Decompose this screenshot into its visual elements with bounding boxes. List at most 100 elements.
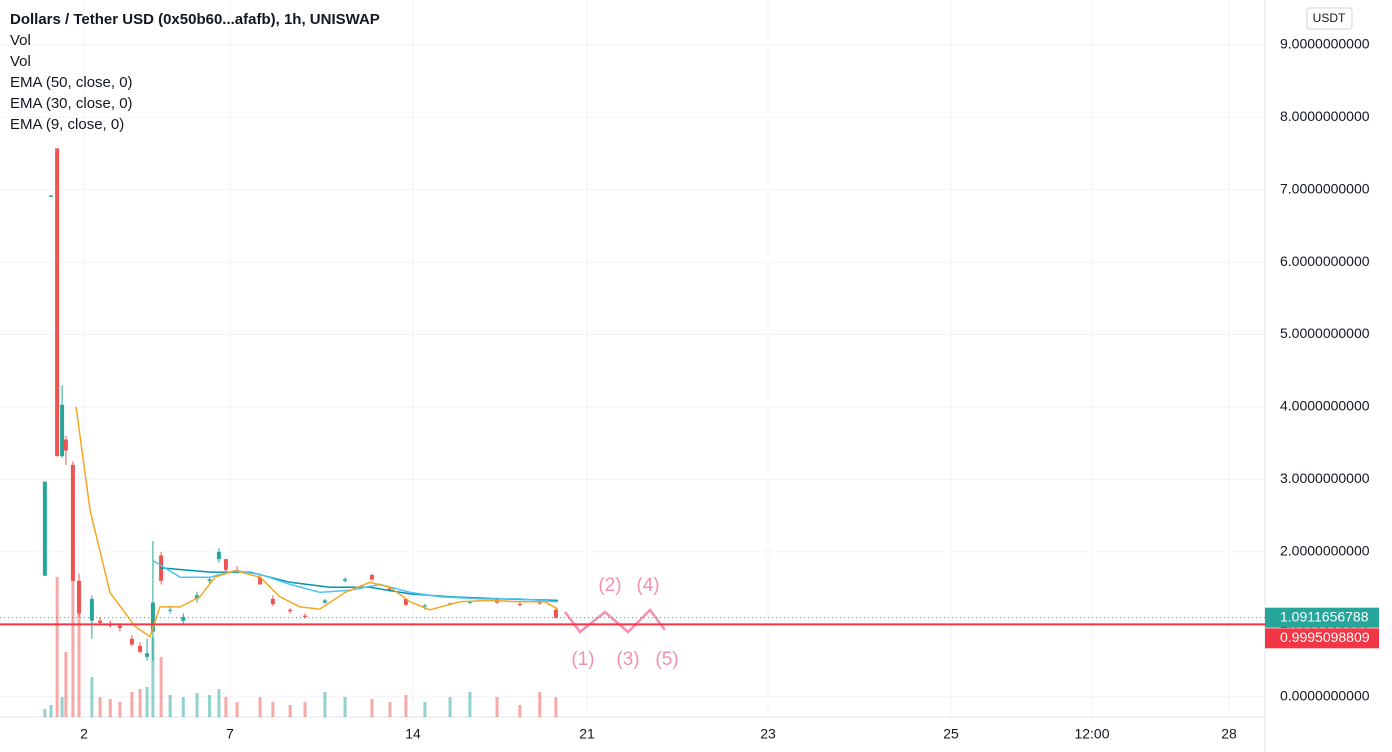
y-tick-label: 8.0000000000 <box>1280 108 1370 124</box>
volume-bar <box>288 705 292 717</box>
candle-body <box>42 481 47 576</box>
x-tick-label: 28 <box>1221 726 1237 742</box>
volume-pane <box>43 577 558 717</box>
volume-bar <box>145 687 149 717</box>
wave-label: (4) <box>636 575 659 596</box>
plot-area <box>42 148 559 661</box>
candle-body <box>55 148 60 457</box>
volume-bar <box>71 577 75 717</box>
volume-bar <box>258 697 262 717</box>
y-tick-label: 6.0000000000 <box>1280 253 1370 269</box>
candle-body <box>288 609 293 612</box>
candle-body <box>150 602 155 632</box>
price-tags: 1.0911656788 0.9995098809 <box>0 607 1379 649</box>
grid: 0.00000000001.00000000002.00000000003.00… <box>0 0 1370 742</box>
candle-body <box>207 579 212 581</box>
volume-bar <box>168 695 172 717</box>
x-tick-label: 23 <box>760 726 776 742</box>
y-tick-label: 5.0000000000 <box>1280 325 1370 341</box>
legend: Dollars / Tether USD (0x50b60...afafb), … <box>10 11 380 133</box>
volume-bar <box>159 657 163 717</box>
x-tick-label: 25 <box>943 726 959 742</box>
volume-bar <box>208 695 212 717</box>
candle-body <box>422 605 427 607</box>
candle-body <box>49 195 54 197</box>
wave-label: (5) <box>655 649 678 670</box>
candle-body <box>168 609 173 611</box>
volume-bar <box>495 697 499 717</box>
candle-body <box>387 588 392 590</box>
line-price-tag <box>1265 628 1379 649</box>
wave-label: (3) <box>616 649 639 670</box>
volume-bar <box>224 697 228 717</box>
y-tick-label: 0.0000000000 <box>1280 687 1370 703</box>
indicator-label: Vol <box>10 53 31 70</box>
ema-line <box>75 406 559 638</box>
x-tick-label: 7 <box>226 726 234 742</box>
last-price-tag <box>1265 607 1379 628</box>
candle-body <box>537 602 542 604</box>
volume-bar <box>303 702 307 717</box>
elliott-wave <box>564 608 666 634</box>
volume-bar <box>538 692 542 717</box>
candle-body <box>70 464 75 581</box>
volume-bar <box>448 697 452 717</box>
volume-bar <box>138 689 142 717</box>
candle-body <box>63 439 68 451</box>
volume-bar <box>423 702 427 717</box>
candle-body <box>270 598 275 604</box>
candle-body <box>98 620 103 623</box>
currency-label[interactable]: USDT <box>1313 11 1346 25</box>
volume-bar <box>98 697 102 717</box>
candle-body <box>89 598 94 621</box>
y-tick-label: 4.0000000000 <box>1280 398 1370 414</box>
indicator-label: Vol <box>10 32 31 49</box>
volume-bar <box>468 692 472 717</box>
volume-bar <box>43 709 47 717</box>
candle-body <box>60 404 65 457</box>
y-tick-label: 3.0000000000 <box>1280 470 1370 486</box>
volume-bar <box>108 699 112 717</box>
candle-body <box>467 601 472 603</box>
candle-body <box>553 609 558 618</box>
candle-body <box>195 595 200 599</box>
candle-body <box>117 625 122 628</box>
candle-body <box>138 646 143 652</box>
x-tick-label: 12:00 <box>1074 726 1109 742</box>
candle-body <box>303 615 308 618</box>
volume-bar <box>60 697 64 717</box>
x-tick-label: 14 <box>405 726 421 742</box>
y-tick-label: 9.0000000000 <box>1280 35 1370 51</box>
volume-bar <box>404 695 408 717</box>
volume-bar <box>343 697 347 717</box>
candle-body <box>322 600 327 603</box>
currency-button[interactable] <box>1306 7 1353 30</box>
volume-bar <box>195 693 199 717</box>
chart-title: Dollars / Tether USD (0x50b60...afafb), … <box>10 11 380 28</box>
volume-bar <box>151 637 155 717</box>
x-tick-label: 21 <box>579 726 595 742</box>
line-price-text: 0.9995098809 <box>1280 629 1370 645</box>
y-tick-label: 7.0000000000 <box>1280 180 1370 196</box>
volume-bar <box>118 702 122 717</box>
volume-bar <box>235 702 239 717</box>
volume-bar <box>271 702 275 717</box>
wave-label: (2) <box>598 575 621 596</box>
volume-bar <box>388 702 392 717</box>
candle-body <box>403 598 408 605</box>
candle-body <box>181 617 186 621</box>
volume-bar <box>370 699 374 717</box>
candle-body <box>343 579 348 581</box>
candle-body <box>258 577 263 585</box>
volume-bar <box>181 697 185 717</box>
volume-bar <box>49 705 53 717</box>
candle-body <box>145 653 150 657</box>
indicator-label: EMA (30, close, 0) <box>10 95 133 112</box>
volume-bar <box>217 689 221 717</box>
volume-bar <box>554 697 558 717</box>
volume-bar <box>64 652 68 717</box>
ema-line <box>159 567 558 602</box>
volume-bar <box>130 692 134 717</box>
y-tick-label: 2.0000000000 <box>1280 543 1370 559</box>
